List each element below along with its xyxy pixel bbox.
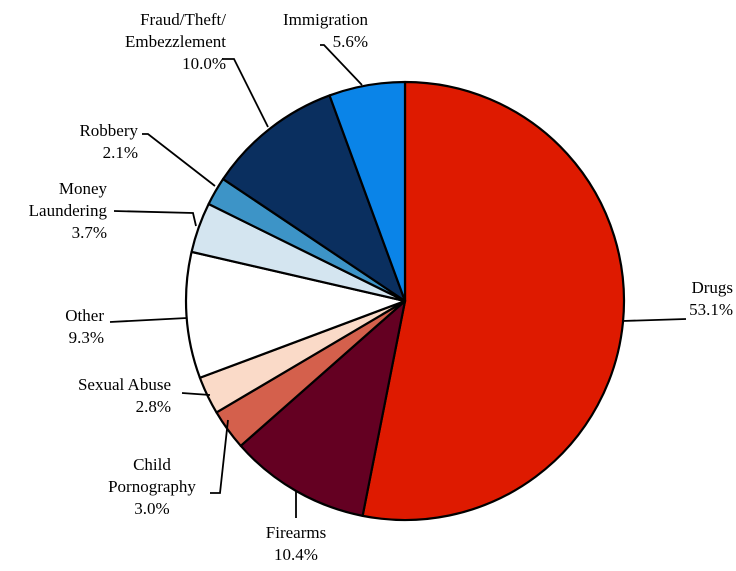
slice-value-label: 2.8% bbox=[136, 397, 171, 416]
leader-line bbox=[142, 133, 216, 187]
pie-slice-fraud-theft-embezzlement bbox=[222, 94, 407, 303]
slice-name-label: Drugs bbox=[691, 278, 733, 297]
slice-name-label: Immigration bbox=[283, 10, 368, 29]
leader-line bbox=[621, 318, 687, 322]
slice-value-label: 2.1% bbox=[103, 143, 138, 162]
slice-value-label: 9.3% bbox=[69, 328, 104, 347]
slice-value-label: 10.4% bbox=[274, 545, 318, 564]
slice-name-label: Robbery bbox=[79, 121, 138, 140]
slice-name-label: Other bbox=[65, 306, 104, 325]
slice-name-label: Laundering bbox=[29, 201, 108, 220]
slice-name-label: Money bbox=[59, 179, 108, 198]
leader-line bbox=[109, 317, 188, 323]
slice-value-label: 3.7% bbox=[72, 223, 107, 242]
leader-line bbox=[222, 58, 269, 128]
leader-line bbox=[181, 392, 211, 396]
slice-name-label: Sexual Abuse bbox=[78, 375, 171, 394]
slice-name-label: Fraud/Theft/ bbox=[140, 10, 226, 29]
slice-value-label: 53.1% bbox=[689, 300, 733, 319]
pie-slice-drugs bbox=[361, 80, 626, 522]
leader-line bbox=[210, 419, 229, 494]
slice-name-label: Firearms bbox=[266, 523, 326, 542]
pie-slices bbox=[184, 80, 626, 522]
leader-lines bbox=[109, 44, 687, 518]
leader-line bbox=[320, 44, 363, 86]
slice-name-label: Embezzlement bbox=[125, 32, 226, 51]
pie-slice-other bbox=[184, 250, 407, 379]
slice-name-label: Pornography bbox=[108, 477, 196, 496]
slice-value-label: 10.0% bbox=[182, 54, 226, 73]
slice-value-label: 5.6% bbox=[333, 32, 368, 51]
slice-labels: Drugs 53.1% Firearms 10.4% Child Pornography 3… bbox=[29, 10, 733, 564]
leader-line bbox=[113, 210, 197, 227]
slice-value-label: 3.0% bbox=[134, 499, 169, 518]
slice-name-label: Child bbox=[133, 455, 171, 474]
pie-slice-immigration bbox=[328, 80, 407, 303]
